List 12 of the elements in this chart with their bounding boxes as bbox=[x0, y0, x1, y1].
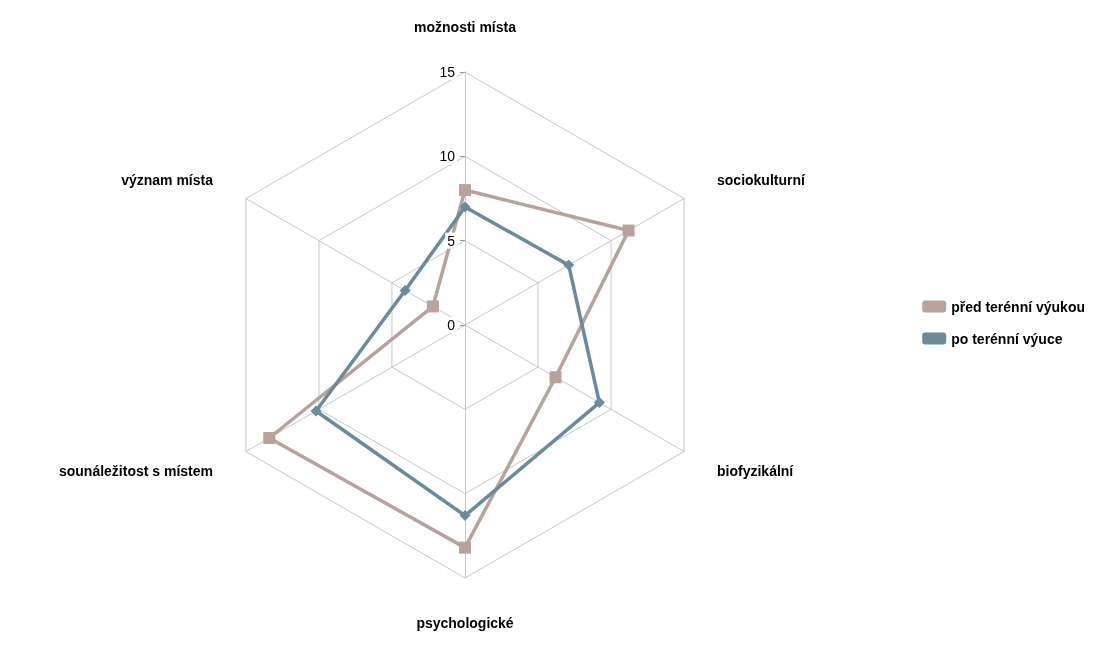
y-tick-label: 5 bbox=[447, 232, 456, 249]
y-tick-label: 15 bbox=[439, 64, 456, 80]
spoke-label: význam místa bbox=[121, 171, 214, 188]
spoke-label: biofyzikální bbox=[717, 462, 795, 479]
spoke-label: možnosti místa bbox=[414, 19, 517, 35]
y-tick-label: 10 bbox=[439, 148, 456, 165]
spoke-label: psychologické bbox=[416, 615, 514, 631]
spoke-label: sounáležitost s místem bbox=[58, 462, 213, 479]
legend-label: po terénní výuce bbox=[951, 330, 1063, 347]
legend-label: před terénní výukou bbox=[951, 298, 1086, 315]
spoke-label: sociokulturní bbox=[717, 171, 807, 188]
y-tick-label: 0 bbox=[447, 317, 456, 333]
